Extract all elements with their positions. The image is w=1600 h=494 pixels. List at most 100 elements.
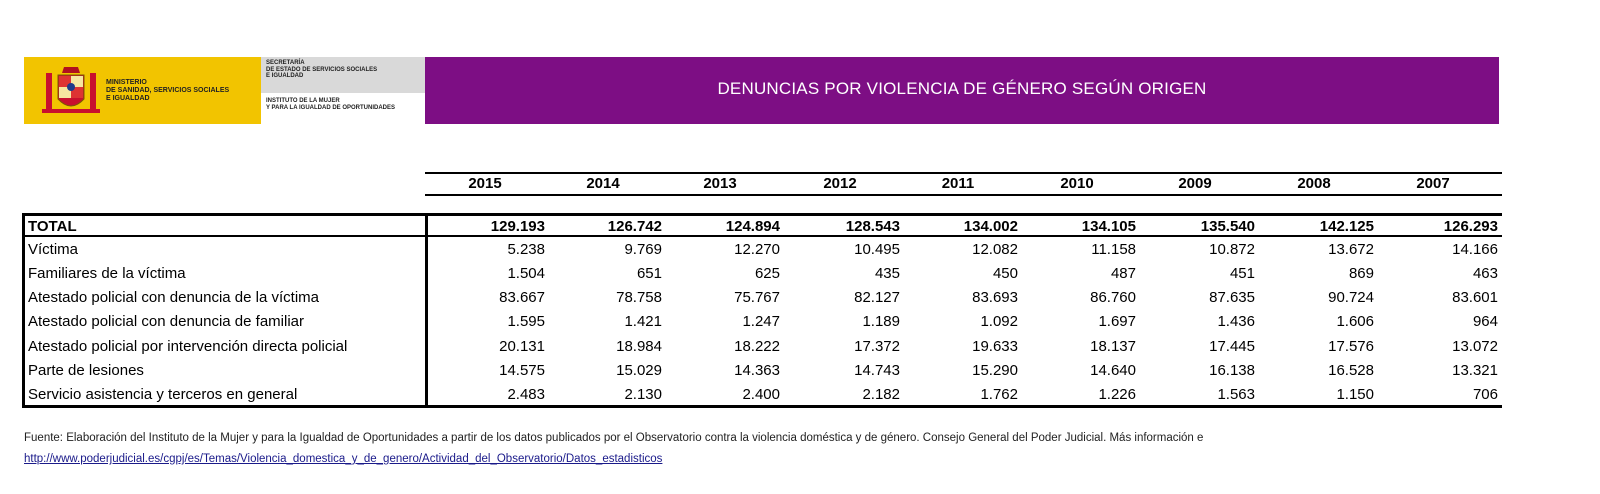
table-cell: 18.222 xyxy=(734,338,780,355)
table-row: Familiares de la víctima 1.504 651 625 435 45… xyxy=(28,263,1502,287)
table-cell: 463 xyxy=(1472,265,1498,282)
year-header-cell: 2011 xyxy=(941,175,975,192)
table-cell: 82.127 xyxy=(854,289,900,306)
year-header: 2015 2014 2013 2012 2011 2010 2009 2008 … xyxy=(425,175,1502,193)
coat-of-arms-icon xyxy=(42,67,100,113)
table-row: Atestado policial por intervención direc… xyxy=(28,336,1502,360)
table-cell: 78.758 xyxy=(616,289,662,306)
year-header-cell: 2009 xyxy=(1178,175,1212,192)
row-label: Servicio asistencia y terceros en genera… xyxy=(28,386,298,403)
page-title: DENUNCIAS POR VIOLENCIA DE GÉNERO SEGÚN … xyxy=(717,79,1207,98)
table-cell: 14.575 xyxy=(499,362,545,379)
source-note: Fuente: Elaboración del Instituto de la … xyxy=(24,432,1204,444)
table-cell: 14.166 xyxy=(1452,241,1498,258)
row-label: Parte de lesiones xyxy=(28,362,144,379)
table-cell: 17.445 xyxy=(1209,338,1255,355)
row-label: Atestado policial por intervención direc… xyxy=(28,338,348,355)
table-cell: 14.743 xyxy=(854,362,900,379)
table-cell: 1.762 xyxy=(980,386,1018,403)
table-cell: 129.193 xyxy=(490,218,545,235)
table-cell: 20.131 xyxy=(499,338,545,355)
row-label: TOTAL xyxy=(28,218,77,235)
table-cell: 75.767 xyxy=(734,289,780,306)
secretaria-block: SECRETARÍA DE ESTADO DE SERVICIOS SOCIAL… xyxy=(261,57,425,124)
table-cell: 9.769 xyxy=(624,241,662,258)
ministry-name: MINISTERIO DE SANIDAD, SERVICIOS SOCIALE… xyxy=(106,79,230,102)
table-cell: 16.138 xyxy=(1209,362,1255,379)
row-label: Atestado policial con denuncia de famili… xyxy=(28,313,304,330)
table-row: Víctima 5.238 9.769 12.270 10.495 12.082 11.15… xyxy=(28,239,1502,263)
data-table xyxy=(22,213,1502,408)
table-cell: 450 xyxy=(992,265,1018,282)
table-cell: 487 xyxy=(1110,265,1136,282)
year-header-cell: 2012 xyxy=(823,175,857,192)
table-cell: 1.150 xyxy=(1336,386,1374,403)
table-cell: 1.247 xyxy=(742,313,780,330)
table-cell: 83.693 xyxy=(972,289,1018,306)
table-cell: 13.072 xyxy=(1452,338,1498,355)
table-cell: 10.495 xyxy=(854,241,900,258)
table-cell: 10.872 xyxy=(1209,241,1255,258)
row-label: Atestado policial con denuncia de la víc… xyxy=(28,289,320,306)
table-cell: 651 xyxy=(636,265,662,282)
table-cell: 134.105 xyxy=(1081,218,1136,235)
year-header-cell: 2014 xyxy=(586,175,620,192)
table-cell: 12.082 xyxy=(972,241,1018,258)
table-cell: 1.421 xyxy=(624,313,662,330)
table-cell: 1.563 xyxy=(1217,386,1255,403)
row-label: Víctima xyxy=(28,241,79,258)
table-cell: 124.894 xyxy=(725,218,780,235)
year-header-cell: 2013 xyxy=(703,175,737,192)
year-header-cell: 2010 xyxy=(1060,175,1094,192)
table-cell: 1.092 xyxy=(980,313,1018,330)
table-cell: 17.576 xyxy=(1328,338,1374,355)
table-row: Servicio asistencia y terceros en genera… xyxy=(28,384,1502,408)
table-cell: 18.137 xyxy=(1090,338,1136,355)
table-cell: 12.270 xyxy=(734,241,780,258)
table-cell: 2.130 xyxy=(624,386,662,403)
table-cell: 11.158 xyxy=(1091,241,1136,258)
table-cell: 83.667 xyxy=(499,289,545,306)
table-row: Atestado policial con denuncia de famili… xyxy=(28,311,1502,335)
table-row: Atestado policial con denuncia de la víc… xyxy=(28,287,1502,311)
table-cell: 19.633 xyxy=(972,338,1018,355)
table-cell: 16.528 xyxy=(1328,362,1374,379)
year-header-bottom-rule xyxy=(425,194,1502,196)
table-cell: 1.697 xyxy=(1098,313,1136,330)
table-cell: 90.724 xyxy=(1328,289,1374,306)
year-header-cell: 2007 xyxy=(1416,175,1450,192)
table-cell: 2.400 xyxy=(742,386,780,403)
table-cell: 14.640 xyxy=(1090,362,1136,379)
table-cell: 14.363 xyxy=(734,362,780,379)
table-cell: 15.029 xyxy=(616,362,662,379)
table-cell: 1.226 xyxy=(1098,386,1136,403)
table-cell: 1.595 xyxy=(507,313,545,330)
year-header-cell: 2015 xyxy=(468,175,502,192)
total-row-rule xyxy=(22,235,1502,237)
source-link[interactable]: http://www.poderjudicial.es/cgpj/es/Tema… xyxy=(24,453,663,465)
table-cell: 86.760 xyxy=(1090,289,1136,306)
table-cell: 17.372 xyxy=(854,338,900,355)
table-cell: 15.290 xyxy=(972,362,1018,379)
table-cell: 83.601 xyxy=(1452,289,1498,306)
table-cell: 126.293 xyxy=(1443,218,1498,235)
table-cell: 1.189 xyxy=(862,313,900,330)
table-cell: 1.504 xyxy=(507,265,545,282)
total-row: TOTAL 129.193 126.742 124.894 128.543 134.002… xyxy=(28,216,1502,240)
instituto-name: INSTITUTO DE LA MUJER Y PARA LA IGUALDAD… xyxy=(266,98,396,111)
table-cell: 2.182 xyxy=(862,386,900,403)
row-label: Familiares de la víctima xyxy=(28,265,186,282)
table-cell: 128.543 xyxy=(845,218,900,235)
table-row: Parte de lesiones 14.575 15.029 14.363 14.74… xyxy=(28,360,1502,384)
table-cell: 964 xyxy=(1472,313,1498,330)
title-banner: DENUNCIAS POR VIOLENCIA DE GÉNERO SEGÚN … xyxy=(425,57,1499,124)
table-cell: 142.125 xyxy=(1319,218,1374,235)
table-cell: 706 xyxy=(1472,386,1498,403)
secretaria-band xyxy=(261,57,425,93)
table-cell: 13.672 xyxy=(1328,241,1374,258)
table-cell: 18.984 xyxy=(616,338,662,355)
table-cell: 87.635 xyxy=(1209,289,1255,306)
table-cell: 134.002 xyxy=(963,218,1018,235)
table-cell: 135.540 xyxy=(1200,218,1255,235)
secretaria-name: SECRETARÍA DE ESTADO DE SERVICIOS SOCIAL… xyxy=(266,60,378,79)
